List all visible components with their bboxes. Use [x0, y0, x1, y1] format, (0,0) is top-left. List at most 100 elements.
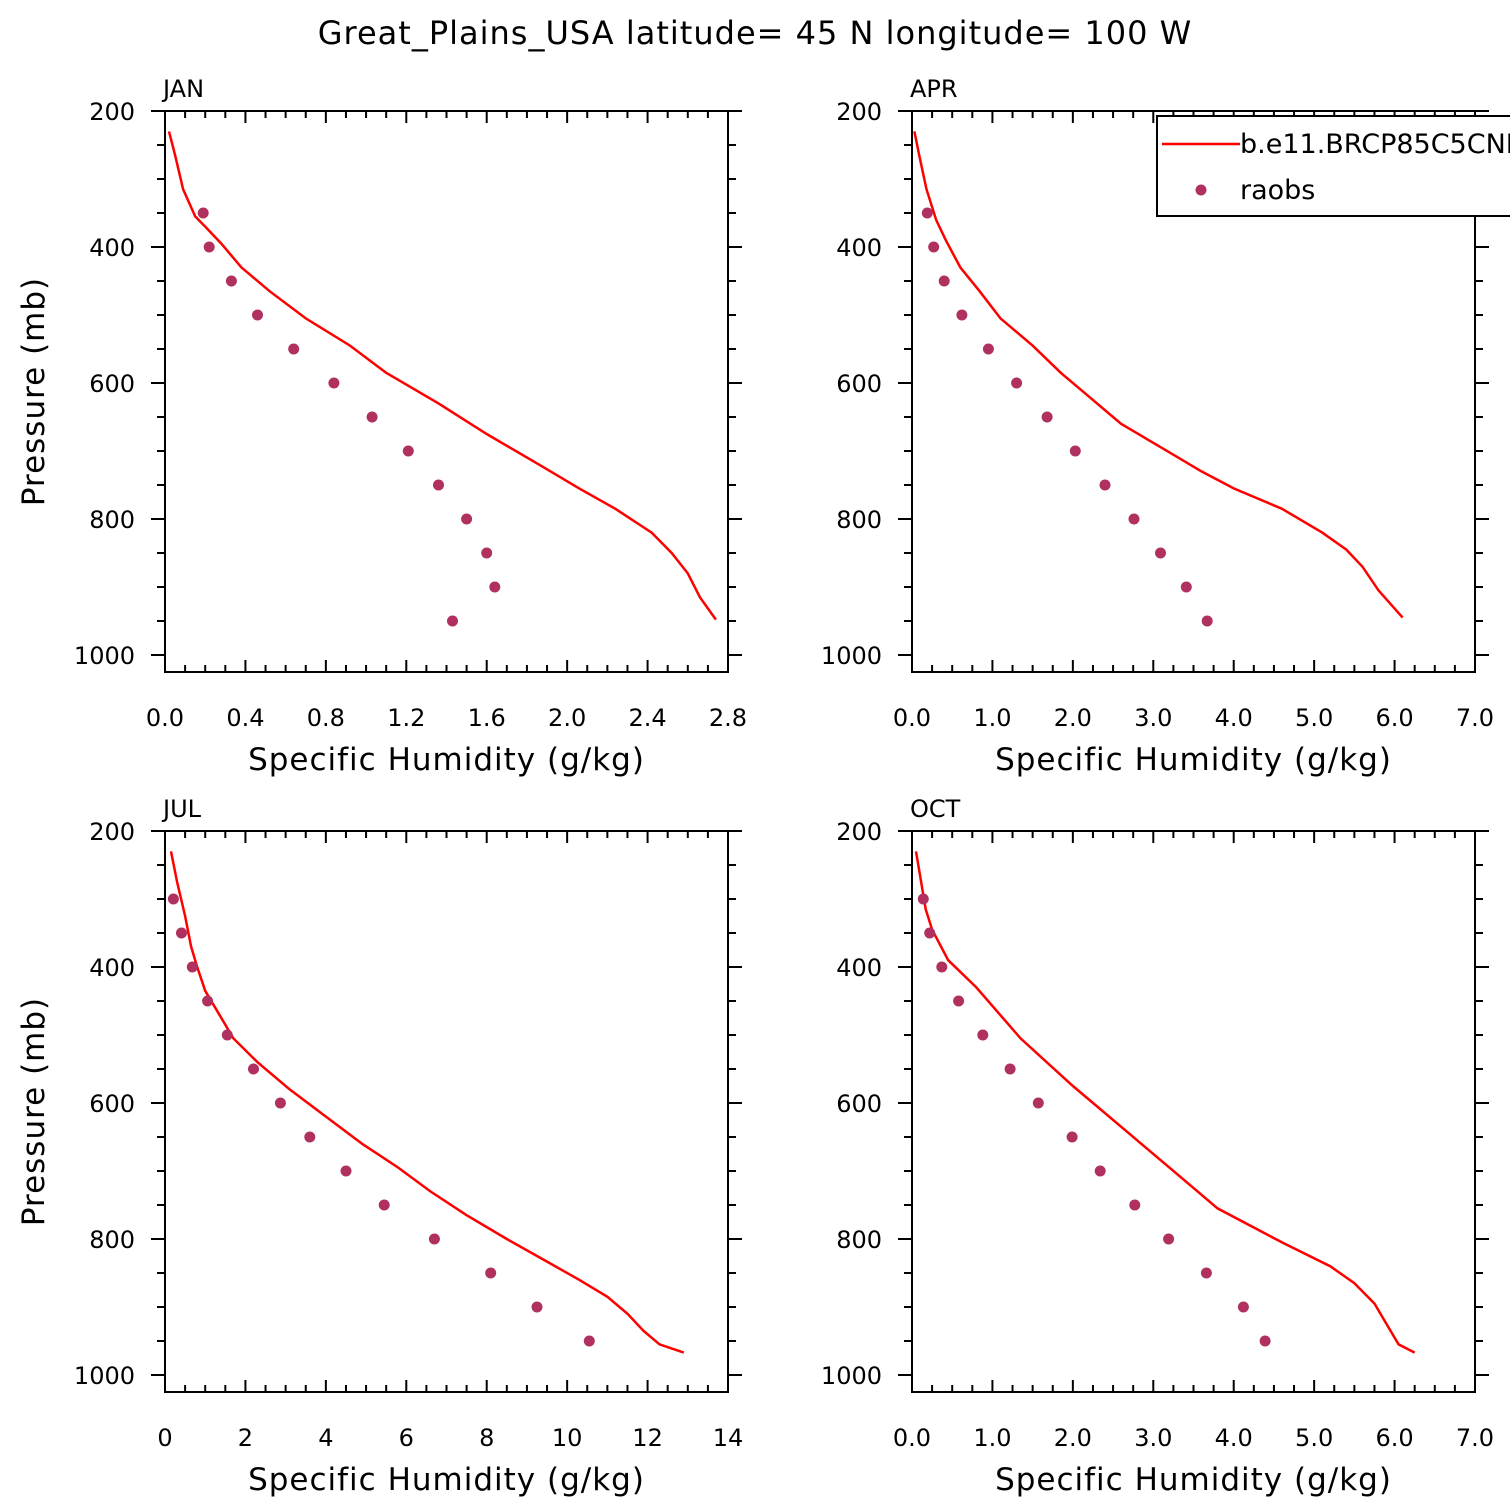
panels: JAN 0.0 0.4 0.8 1.2 1.6 2.0 2.4 2.8 200 400 600 800 1…	[16, 75, 1494, 1498]
y-tick-label: 1000	[821, 642, 882, 670]
y-tick-label: 1000	[74, 642, 135, 670]
x-tick-label: 2.4	[628, 704, 666, 732]
x-axis-label: Specific Humidity (g/kg)	[995, 742, 1392, 778]
x-tick-label: 10	[552, 1424, 583, 1452]
x-tick-label: 2.0	[1054, 1424, 1092, 1452]
raobs-point	[1011, 377, 1023, 389]
x-tick-label: 1.0	[973, 704, 1011, 732]
x-tick-label: 4	[318, 1424, 333, 1452]
y-tick-label: 800	[89, 1226, 135, 1254]
raobs-point	[917, 893, 929, 905]
x-tick-label: 2.8	[709, 704, 747, 732]
x-tick-label: 3.0	[1134, 1424, 1172, 1452]
x-tick-label: 0	[157, 1424, 172, 1452]
raobs-point	[481, 547, 493, 559]
raobs-point	[982, 343, 994, 355]
y-axis-label: Pressure (mb)	[16, 997, 52, 1226]
raobs-point	[531, 1301, 543, 1313]
raobs-point	[378, 1199, 390, 1211]
y-axis-label: Pressure (mb)	[16, 277, 52, 506]
raobs-point	[1128, 513, 1140, 525]
x-axis-label: Specific Humidity (g/kg)	[995, 1462, 1392, 1498]
x-tick-label: 1.6	[468, 704, 506, 732]
x-tick-label: 7.0	[1456, 1424, 1494, 1452]
raobs-point	[956, 309, 968, 321]
x-tick-label: 0.8	[307, 704, 345, 732]
raobs-point	[288, 343, 300, 355]
legend-box	[1156, 115, 1510, 217]
model-series-line	[169, 851, 685, 1354]
x-tick-label: 14	[713, 1424, 744, 1452]
raobs-point	[1180, 581, 1192, 593]
raobs-point	[428, 1233, 440, 1245]
x-tick-label: 4.0	[1215, 1424, 1253, 1452]
raobs-point	[583, 1335, 595, 1347]
raobs-point	[433, 479, 444, 491]
raobs-point	[252, 309, 263, 321]
figure-title: Great_Plains_USA latitude= 45 N longitud…	[318, 14, 1193, 52]
x-tick-label: 1.2	[387, 704, 425, 732]
model-series-line	[913, 131, 1404, 619]
legend-label: b.e11.BRCP85C5CNBDRD.f09_g16.002	[1240, 129, 1510, 160]
raobs-point	[936, 961, 948, 973]
raobs-point	[1094, 1165, 1106, 1177]
y-tick-label: 600	[89, 1090, 135, 1118]
raobs-point	[1129, 1199, 1141, 1211]
panel-jan: JAN 0.0 0.4 0.8 1.2 1.6 2.0 2.4 2.8 200 400 600 800 1…	[16, 75, 747, 778]
panel-title: APR	[910, 75, 958, 103]
x-tick-label: 2.0	[1054, 704, 1092, 732]
raobs-point	[485, 1267, 497, 1279]
y-tick-label: 1000	[74, 1362, 135, 1390]
raobs-point	[304, 1131, 316, 1143]
x-tick-label: 8	[479, 1424, 494, 1452]
y-tick-label: 200	[836, 818, 882, 846]
raobs-point	[176, 927, 187, 939]
raobs-point	[202, 995, 214, 1007]
x-tick-label: 6	[399, 1424, 414, 1452]
raobs-point	[203, 241, 215, 253]
x-axis-label: Specific Humidity (g/kg)	[248, 742, 645, 778]
x-tick-label: 7.0	[1456, 704, 1494, 732]
raobs-point	[1237, 1301, 1249, 1313]
legend-marker-swatch	[1195, 184, 1207, 196]
x-tick-label: 0.0	[893, 1424, 931, 1452]
raobs-point	[1066, 1131, 1078, 1143]
panel-title: JAN	[161, 75, 204, 103]
raobs-point	[340, 1165, 352, 1177]
raobs-point	[447, 615, 458, 627]
y-tick-label: 400	[89, 234, 135, 262]
raobs-point	[1032, 1097, 1044, 1109]
x-tick-label: 2	[238, 1424, 253, 1452]
y-tick-label: 200	[89, 818, 135, 846]
raobs-point	[1155, 547, 1166, 559]
y-tick-label: 600	[836, 1090, 882, 1118]
raobs-point	[328, 377, 340, 389]
raobs-point	[1099, 479, 1111, 491]
raobs-point	[402, 445, 414, 457]
panel-title: JUL	[161, 795, 202, 823]
y-tick-label: 200	[836, 98, 882, 126]
y-tick-label: 1000	[821, 1362, 882, 1390]
raobs-point	[938, 275, 950, 287]
y-tick-label: 400	[836, 954, 882, 982]
raobs-point	[274, 1097, 286, 1109]
y-tick-label: 600	[89, 370, 135, 398]
x-tick-label: 2.0	[548, 704, 586, 732]
x-tick-label: 0.0	[893, 704, 931, 732]
y-tick-label: 800	[836, 506, 882, 534]
model-series-line	[914, 851, 1416, 1354]
y-tick-label: 800	[836, 1226, 882, 1254]
raobs-point	[1069, 445, 1081, 457]
x-tick-label: 6.0	[1375, 704, 1413, 732]
x-tick-label: 6.0	[1375, 1424, 1413, 1452]
panel-jul: JUL 0 2 4 6 8 10 12 14 200 400 600 800 1000 Specific H…	[16, 795, 743, 1498]
raobs-point	[366, 411, 378, 423]
plot-frame	[911, 830, 1476, 1393]
legend: b.e11.BRCP85C5CNBDRD.f09_g16.002raobs	[1156, 115, 1510, 217]
plot-frame	[164, 110, 729, 673]
x-tick-label: 1.0	[973, 1424, 1011, 1452]
x-tick-label: 4.0	[1215, 704, 1253, 732]
raobs-point	[167, 893, 179, 905]
plot-frame	[164, 830, 729, 1393]
